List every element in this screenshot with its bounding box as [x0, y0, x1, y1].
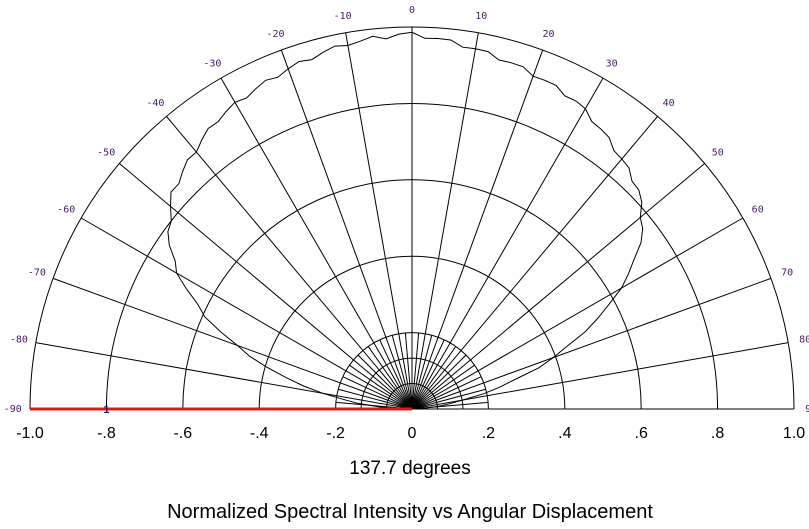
spoke-line — [280, 49, 413, 410]
spoke-line — [411, 49, 544, 410]
spoke-line — [411, 116, 658, 410]
spoke-minor — [391, 335, 413, 410]
angle-tick-label: 60 — [752, 204, 764, 215]
angle-tick-label: -30 — [203, 58, 221, 69]
angle-tick-label: -70 — [28, 267, 46, 278]
chart-title: Normalized Spectral Intensity vs Angular… — [167, 501, 653, 523]
spoke-minor — [411, 364, 475, 410]
spoke-minor — [411, 354, 467, 410]
spoke-minor — [411, 388, 486, 410]
spoke-line — [411, 163, 705, 410]
spoke-line — [80, 217, 413, 410]
angle-tick-label: -80 — [10, 335, 28, 346]
angle-tick-label: -20 — [266, 29, 284, 40]
spoke-line — [119, 163, 413, 410]
spoke-line — [411, 217, 744, 410]
spoke-line — [220, 77, 413, 410]
series-marker-label: 1 — [103, 404, 109, 416]
spoke-minor — [411, 335, 433, 410]
angle-tick-label: 10 — [475, 11, 487, 22]
x-tick-label: .4 — [558, 425, 571, 442]
x-tick-label: 0 — [408, 425, 417, 442]
spoke-line — [345, 32, 413, 410]
x-tick-label: .2 — [482, 425, 495, 442]
series-layer — [167, 31, 644, 410]
x-tick-label: -.2 — [326, 425, 345, 442]
spoke-line — [52, 277, 413, 410]
angle-tick-label: -10 — [334, 11, 352, 22]
spoke-minor — [411, 339, 445, 410]
x-tick-label: -.8 — [97, 425, 116, 442]
angle-tick-label: 50 — [712, 147, 724, 158]
spoke-minor — [342, 376, 413, 410]
angle-tick-label: -90 — [4, 404, 22, 415]
polar-grid — [29, 26, 795, 410]
angle-tick-label: 70 — [781, 267, 793, 278]
angle-tick-label: 40 — [663, 98, 675, 109]
x-tick-label: 1.0 — [783, 425, 805, 442]
spoke-minor — [367, 346, 413, 410]
x-tick-labels: -1.0 -.8 -.6 -.4 -.2 0 .2 .4 .6 .8 1.0 — [16, 425, 805, 442]
angle-tick-label: -50 — [97, 147, 115, 158]
angle-tick-labels: -90 -80 -70 -60 -50 -40 -30 -20 -10 0 10 20 30 40 50 60… — [4, 5, 809, 415]
angle-tick-label: -40 — [146, 98, 164, 109]
x-tick-label: -.4 — [250, 425, 269, 442]
angle-tick-label: 90 — [805, 404, 809, 415]
x-tick-label: .8 — [711, 425, 724, 442]
spoke-line — [411, 32, 479, 410]
angle-tick-label: 20 — [543, 29, 555, 40]
spoke-line — [411, 277, 772, 410]
spoke-line — [411, 77, 604, 410]
x-tick-label: -1.0 — [16, 425, 44, 442]
angle-tick-label: -60 — [57, 204, 75, 215]
x-tick-label: -.6 — [173, 425, 192, 442]
angle-tick-label: 80 — [799, 335, 809, 346]
spoke-line — [411, 342, 789, 410]
spoke-minor — [411, 376, 482, 410]
spoke-minor — [404, 332, 413, 410]
angle-tick-label: 30 — [606, 58, 618, 69]
series-line-0 — [167, 31, 644, 410]
angle-tick-label: 0 — [409, 5, 415, 16]
spoke-minor — [349, 364, 413, 410]
spoke-minor — [411, 346, 457, 410]
spoke-minor — [338, 388, 413, 410]
spoke-minor — [379, 339, 413, 410]
x-tick-label: .6 — [635, 425, 648, 442]
spoke-minor — [411, 332, 420, 410]
spoke-minor — [357, 354, 413, 410]
spoke-line — [166, 116, 413, 410]
chart-subtitle: 137.7 degrees — [349, 458, 471, 479]
spoke-line — [35, 342, 413, 410]
